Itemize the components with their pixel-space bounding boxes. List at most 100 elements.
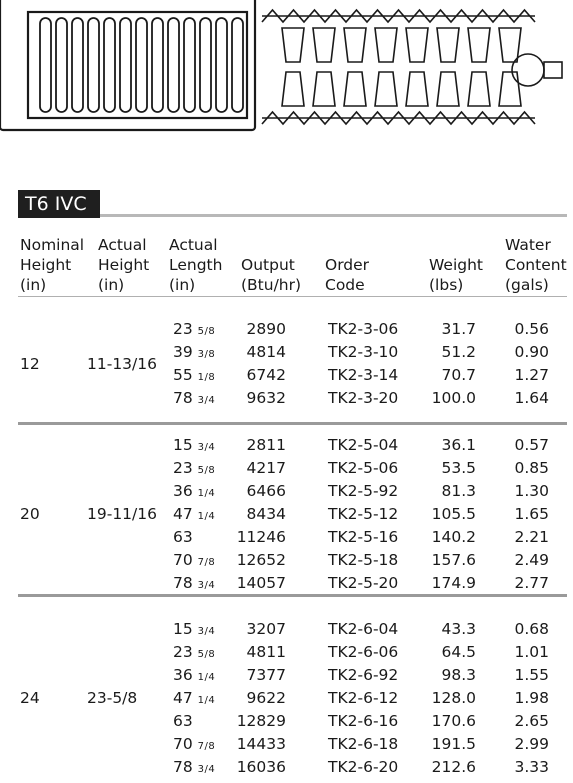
length-cell: 15 3/4 xyxy=(173,618,215,643)
output-cell: 7377 xyxy=(246,666,286,684)
weight-cell: 31.7 xyxy=(441,320,476,338)
header-water-content: Water Content (gals) xyxy=(505,235,567,295)
length-fraction: 3/4 xyxy=(197,580,216,591)
length-cell: 78 3/4 xyxy=(173,756,215,781)
header-nominal-height: Nominal Height (in) xyxy=(20,235,84,295)
weight-cell: 128.0 xyxy=(431,689,476,707)
water-content-cell: 0.56 xyxy=(514,320,549,338)
length-cell: 70 7/8 xyxy=(173,733,215,758)
header-actual-length: Actual Length (in) xyxy=(169,235,222,295)
order-code-cell: TK2-3-10 xyxy=(328,343,399,361)
water-content-cell: 1.55 xyxy=(514,666,549,684)
length-fraction: 1/4 xyxy=(197,511,216,522)
water-content-cell: 2.77 xyxy=(514,574,549,592)
output-cell: 8434 xyxy=(246,505,286,523)
radiator-illustration xyxy=(0,0,563,132)
header-weight-line: Weight xyxy=(429,256,484,274)
water-content-cell: 0.57 xyxy=(514,436,549,454)
length-whole: 47 xyxy=(173,689,193,707)
weight-cell: 98.3 xyxy=(441,666,476,684)
output-cell: 12652 xyxy=(236,551,286,569)
length-whole: 39 xyxy=(173,343,193,361)
output-cell: 2890 xyxy=(246,320,286,338)
actual-height-cell: 23-5/8 xyxy=(87,689,138,707)
length-fraction: 1/4 xyxy=(197,488,216,499)
length-cell: 78 3/4 xyxy=(173,387,215,412)
length-whole: 23 xyxy=(173,459,193,477)
length-whole: 23 xyxy=(173,643,193,661)
water-content-cell: 0.68 xyxy=(514,620,549,638)
water-content-cell: 1.01 xyxy=(514,643,549,661)
water-content-cell: 2.65 xyxy=(514,712,549,730)
order-code-cell: TK2-6-12 xyxy=(328,689,399,707)
water-content-cell: 1.98 xyxy=(514,689,549,707)
length-cell: 78 3/4 xyxy=(173,572,215,597)
order-code-cell: TK2-6-04 xyxy=(328,620,399,638)
weight-cell: 100.0 xyxy=(431,389,476,407)
length-whole: 70 xyxy=(173,735,193,753)
length-fraction: 5/8 xyxy=(197,465,216,476)
length-cell: 36 1/4 xyxy=(173,480,215,505)
length-cell: 23 5/8 xyxy=(173,457,215,482)
header-actual-length-line: Length xyxy=(169,256,223,274)
water-content-cell: 1.65 xyxy=(514,505,549,523)
length-cell: 70 7/8 xyxy=(173,549,215,574)
length-fraction: 7/8 xyxy=(197,557,216,568)
length-cell: 36 1/4 xyxy=(173,664,215,689)
header-actual-length-line: (in) xyxy=(169,276,196,294)
water-content-cell: 0.90 xyxy=(514,343,549,361)
order-code-cell: TK2-6-16 xyxy=(328,712,399,730)
order-code-cell: TK2-3-06 xyxy=(328,320,399,338)
weight-cell: 191.5 xyxy=(431,735,476,753)
group-divider xyxy=(18,422,567,425)
output-cell: 11246 xyxy=(236,528,286,546)
length-cell: 15 3/4 xyxy=(173,434,215,459)
length-cell: 23 5/8 xyxy=(173,641,215,666)
output-cell: 4217 xyxy=(246,459,286,477)
title-divider xyxy=(100,214,567,217)
header-water-content-line: Water xyxy=(505,236,551,254)
water-content-cell: 3.33 xyxy=(514,758,549,776)
water-content-cell: 2.99 xyxy=(514,735,549,753)
header-output-line: Output xyxy=(241,256,295,274)
nominal-height-cell: 12 xyxy=(20,354,40,373)
header-weight: Weight (lbs) xyxy=(429,255,483,295)
order-code-cell: TK2-5-16 xyxy=(328,528,399,546)
length-fraction: 1/8 xyxy=(197,372,216,383)
weight-cell: 140.2 xyxy=(431,528,476,546)
length-whole: 55 xyxy=(173,366,193,384)
order-code-cell: TK2-6-20 xyxy=(328,758,399,776)
length-fraction: 7/8 xyxy=(197,741,216,752)
header-actual-height-line: Height xyxy=(98,256,150,274)
water-content-cell: 1.27 xyxy=(514,366,549,384)
order-code-cell: TK2-5-92 xyxy=(328,482,399,500)
length-fraction: 5/8 xyxy=(197,649,216,660)
length-cell: 47 1/4 xyxy=(173,503,215,528)
water-content-cell: 1.30 xyxy=(514,482,549,500)
actual-height-cell: 11-13/16 xyxy=(87,354,157,373)
order-code-cell: TK2-5-04 xyxy=(328,436,399,454)
length-whole: 47 xyxy=(173,505,193,523)
header-actual-height-line: Actual xyxy=(98,236,147,254)
order-code-cell: TK2-5-20 xyxy=(328,574,399,592)
header-divider xyxy=(18,296,567,297)
output-cell: 12829 xyxy=(236,712,286,730)
header-weight-line: (lbs) xyxy=(429,276,464,294)
length-cell: 55 1/8 xyxy=(173,364,215,389)
length-whole: 23 xyxy=(173,320,193,338)
weight-cell: 105.5 xyxy=(431,505,476,523)
header-nominal-height-line: (in) xyxy=(20,276,47,294)
header-order-code: Order Code xyxy=(325,255,369,295)
nominal-height-cell: 20 xyxy=(20,505,40,523)
header-water-content-line: Content xyxy=(505,256,567,274)
length-whole: 78 xyxy=(173,389,193,407)
length-whole: 63 xyxy=(173,528,193,546)
output-cell: 14433 xyxy=(236,735,286,753)
water-content-cell: 2.49 xyxy=(514,551,549,569)
length-fraction: 3/4 xyxy=(197,395,216,406)
weight-cell: 53.5 xyxy=(441,459,476,477)
length-fraction: 3/4 xyxy=(197,764,216,775)
length-fraction: 3/4 xyxy=(197,626,216,637)
order-code-cell: TK2-6-06 xyxy=(328,643,399,661)
output-cell: 4811 xyxy=(246,643,286,661)
